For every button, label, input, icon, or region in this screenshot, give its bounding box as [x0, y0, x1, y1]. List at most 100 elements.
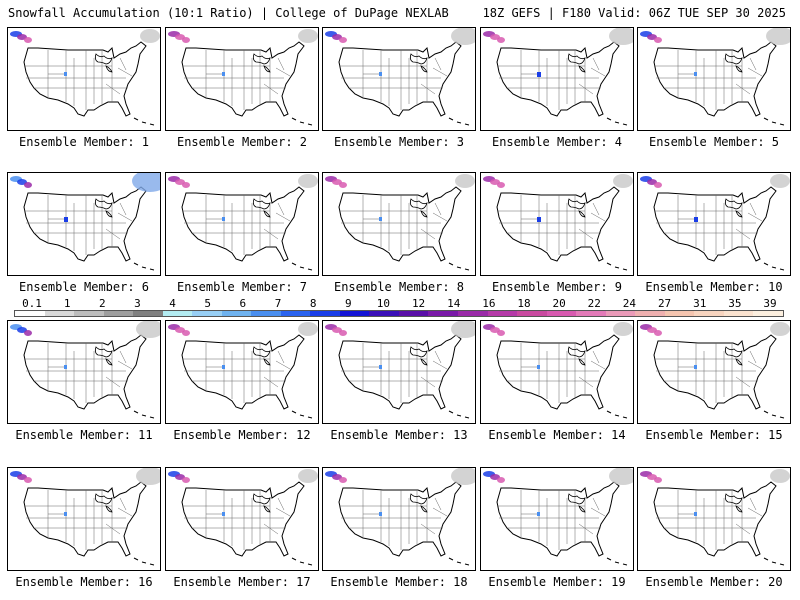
snow-area-northwest: [490, 474, 500, 480]
snow-area-northwest: [24, 182, 32, 188]
caribbean-islands: [133, 117, 155, 126]
snow-area-northwest: [17, 327, 27, 333]
colorbar-swatch: [251, 311, 281, 316]
colorbar-swatch: [635, 311, 665, 316]
colorbar-swatch: [605, 311, 636, 316]
snow-area-rockies: [64, 217, 68, 222]
colorbar-tick-label: 0.1: [22, 297, 42, 310]
state-border: [117, 212, 133, 222]
snow-area-northeast: [140, 29, 160, 43]
ensemble-member-map: [7, 320, 161, 424]
colorbar-swatch: [310, 311, 340, 316]
state-border: [119, 497, 127, 511]
ensemble-member-map: [7, 27, 161, 131]
country-outline: [653, 186, 777, 262]
great-lakes: [252, 346, 271, 366]
great-lakes: [94, 493, 113, 513]
colorbar-swatch: [398, 311, 429, 316]
ensemble-member-map: [165, 172, 319, 276]
member-caption: Ensemble Member: 16: [15, 575, 153, 589]
caribbean-islands: [291, 557, 313, 566]
snow-area-northwest: [647, 474, 657, 480]
caribbean-islands: [448, 410, 470, 419]
state-border: [578, 83, 594, 95]
snow-area-northwest: [497, 330, 505, 336]
state-border: [432, 360, 448, 370]
caribbean-islands: [133, 557, 155, 566]
member-caption: Ensemble Member: 15: [645, 428, 783, 442]
great-lakes: [724, 493, 743, 513]
ensemble-member-map: [322, 467, 476, 571]
ensemble-member-map: [637, 172, 791, 276]
member-caption: Ensemble Member: 4: [491, 135, 623, 149]
ensemble-member-map: [165, 320, 319, 424]
snow-area-northwest: [654, 182, 662, 188]
colorbar-swatch: [664, 311, 695, 316]
snow-area-northeast: [609, 28, 633, 45]
state-border: [117, 67, 133, 77]
state-border: [263, 523, 279, 535]
snow-area-northwest: [332, 474, 342, 480]
member-caption: Ensemble Member: 6: [18, 280, 150, 294]
country-outline: [653, 481, 777, 557]
snow-area-rockies: [222, 512, 225, 516]
snow-area-northeast: [298, 469, 318, 483]
snow-area-rockies: [537, 72, 541, 77]
colorbar-tick-label: 20: [552, 297, 566, 310]
snow-area-rockies: [694, 512, 697, 516]
state-border: [434, 202, 442, 216]
snow-area-northwest: [17, 474, 27, 480]
state-border: [747, 67, 763, 77]
state-border: [105, 376, 121, 388]
snow-area-rockies: [537, 512, 540, 516]
member-caption: Ensemble Member: 3: [333, 135, 465, 149]
state-border: [432, 212, 448, 222]
great-lakes: [252, 53, 271, 73]
snow-area-northwest: [24, 477, 32, 483]
snow-area-rockies: [64, 512, 67, 516]
great-lakes: [252, 493, 271, 513]
member-caption: Ensemble Member: 18: [330, 575, 468, 589]
colorbar-tick-label: 18: [517, 297, 531, 310]
caribbean-islands: [606, 410, 628, 419]
snow-area-northwest: [175, 327, 185, 333]
snow-area-northwest: [175, 34, 185, 40]
country-outline: [23, 186, 147, 262]
snow-area-northeast: [298, 174, 318, 188]
colorbar-tick-label: 3: [134, 297, 141, 310]
state-border: [590, 212, 606, 222]
great-lakes: [409, 346, 428, 366]
state-border: [749, 202, 757, 216]
great-lakes: [409, 493, 428, 513]
state-border: [117, 360, 133, 370]
member-caption: Ensemble Member: 5: [648, 135, 780, 149]
us-basemap: [10, 173, 160, 271]
state-border: [105, 83, 121, 95]
state-border: [119, 57, 127, 71]
snow-area-rockies: [379, 365, 382, 369]
caribbean-islands: [291, 410, 313, 419]
colorbar-tick-label: 24: [622, 297, 637, 310]
state-border: [275, 360, 291, 370]
ensemble-member-map: [637, 27, 791, 131]
state-border: [590, 360, 606, 370]
caribbean-islands: [448, 557, 470, 566]
state-border: [117, 507, 133, 517]
great-lakes: [94, 198, 113, 218]
snow-area-rockies: [694, 72, 697, 76]
snow-area-northwest: [24, 330, 32, 336]
snow-area-northeast: [132, 173, 160, 192]
caribbean-islands: [291, 117, 313, 126]
state-border: [735, 523, 751, 535]
snow-area-rockies: [64, 72, 67, 76]
snow-area-northwest: [647, 34, 657, 40]
country-outline: [338, 334, 462, 410]
snow-area-northwest: [339, 477, 347, 483]
snow-area-rockies: [694, 365, 697, 369]
state-border: [263, 376, 279, 388]
us-basemap: [325, 321, 475, 419]
member-caption: Ensemble Member: 17: [173, 575, 311, 589]
state-border: [420, 228, 436, 240]
state-border: [434, 497, 442, 511]
snow-area-northwest: [182, 330, 190, 336]
